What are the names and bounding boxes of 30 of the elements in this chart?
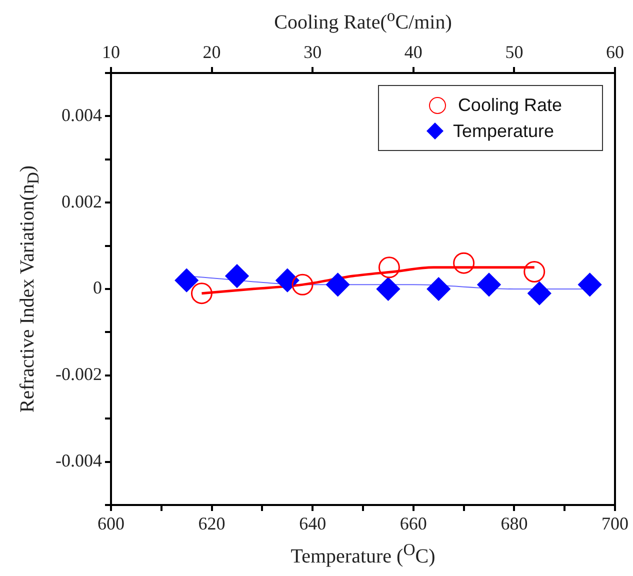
point <box>528 282 552 306</box>
y-tick-label: -0.002 <box>56 364 102 384</box>
point <box>276 268 300 292</box>
point <box>426 277 450 301</box>
x-axis-title: Temperature ($^{O}$C) <box>290 540 436 569</box>
x2-tick-label: 20 <box>202 42 221 62</box>
x2-tick-label: 60 <box>606 42 624 62</box>
point <box>477 272 501 296</box>
y-tick-label: 0 <box>93 278 102 298</box>
point <box>376 277 400 301</box>
x-tick-label: 680 <box>500 514 528 534</box>
point <box>225 264 249 288</box>
point <box>326 272 350 296</box>
legend-label: Temperature <box>452 120 554 142</box>
x-tick-label: 600 <box>98 514 124 534</box>
x2-tick-label: 30 <box>304 42 322 62</box>
x2-tick-label: 40 <box>404 42 422 62</box>
y-tick-label: -0.004 <box>56 450 102 471</box>
y-tick-label: 0.004 <box>62 104 102 125</box>
x2-tick-label: 10 <box>102 42 120 62</box>
x-tick-label: 660 <box>400 514 427 534</box>
x-tick-label: 640 <box>299 514 326 534</box>
x-tick-label: 700 <box>602 514 628 534</box>
x-tick-label: 620 <box>198 514 226 534</box>
point <box>578 272 602 296</box>
x2-tick-label: 50 <box>505 42 524 62</box>
legend-label: Cooling Rate <box>458 94 562 116</box>
y-tick-label: 0.002 <box>62 191 102 212</box>
point <box>174 268 198 292</box>
x2-axis-title: Cooling Rate($^{o}$C/min) <box>274 6 452 35</box>
